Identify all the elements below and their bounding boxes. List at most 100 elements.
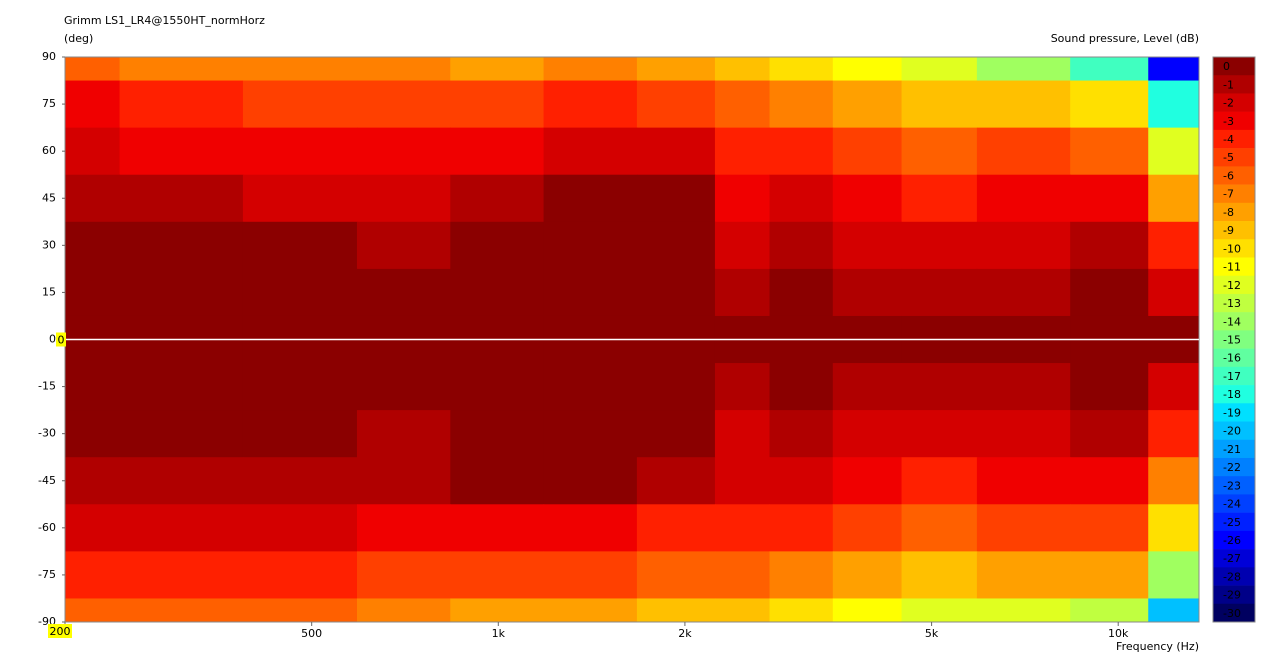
contour-cell <box>976 551 1071 599</box>
contour-cell <box>1148 80 1200 129</box>
contour-cell <box>714 268 771 317</box>
y-tick-label: -45 <box>38 474 56 487</box>
colorbar-label: -20 <box>1223 425 1241 438</box>
contour-cell <box>976 127 1071 176</box>
contour-cell <box>356 221 451 270</box>
colorbar-swatch <box>1213 57 1255 76</box>
colorbar-swatch <box>1213 312 1255 331</box>
contour-cell <box>356 551 451 599</box>
x-tick-label: 5k <box>925 627 939 640</box>
contour-cell <box>450 80 545 129</box>
contour-cell <box>769 57 834 82</box>
contour-cell <box>1070 457 1149 505</box>
contour-cell <box>976 410 1071 458</box>
contour-cell <box>769 504 834 552</box>
colorbar-swatch <box>1213 439 1255 459</box>
contour-cell <box>119 598 244 623</box>
contour-cell <box>65 127 121 176</box>
y-cursor-label: 0 <box>58 334 65 347</box>
contour-cell <box>636 410 716 458</box>
contour-cell <box>450 57 545 82</box>
contour-cell <box>1070 174 1149 223</box>
contour-cell <box>769 127 834 176</box>
contour-cell <box>543 410 638 458</box>
colorbar-swatch <box>1213 348 1255 368</box>
colorbar-label: -9 <box>1223 224 1234 237</box>
contour-cell <box>450 410 545 458</box>
contour-cell <box>636 221 716 270</box>
contour-cell <box>356 57 451 82</box>
contour-cell <box>1148 457 1200 505</box>
contour-cell <box>976 457 1071 505</box>
contour-cell <box>242 504 358 552</box>
contour-cell <box>1148 363 1200 411</box>
x-tick-label: 10k <box>1108 627 1129 640</box>
colorbar-label: -7 <box>1223 188 1234 201</box>
contour-cell <box>714 363 771 411</box>
colorbar-label: -12 <box>1223 279 1241 292</box>
contour-cell <box>976 80 1071 129</box>
contour-cell <box>901 268 978 317</box>
contour-cell <box>65 457 121 505</box>
contour-cell <box>450 457 545 505</box>
colorbar-label: -10 <box>1223 242 1241 255</box>
colorbar-label: -6 <box>1223 169 1234 182</box>
colorbar-swatch <box>1213 567 1255 586</box>
x-cursor-box <box>48 624 72 638</box>
contour-cell <box>714 551 771 599</box>
contour-cell <box>1148 410 1200 458</box>
colorbar-label: -11 <box>1223 261 1241 274</box>
colorbar-swatch <box>1213 585 1255 605</box>
contour-cell <box>976 57 1071 82</box>
contour-cell <box>636 504 716 552</box>
colorbar-swatch <box>1213 221 1255 240</box>
colorbar-swatch <box>1213 330 1255 349</box>
contour-cell <box>832 598 903 623</box>
colorbar-swatch <box>1213 257 1255 277</box>
contour-cell <box>356 457 451 505</box>
contour-cell <box>543 363 638 411</box>
colorbar-label: -28 <box>1223 570 1241 583</box>
contour-cell <box>769 410 834 458</box>
contour-cell <box>636 598 716 623</box>
contour-cell <box>976 363 1071 411</box>
contour-cell <box>543 457 638 505</box>
contour-cell <box>901 221 978 270</box>
colorbar-swatch <box>1213 184 1255 204</box>
contour-cell <box>976 268 1071 317</box>
contour-cell <box>119 57 244 82</box>
colorbar-swatch <box>1213 239 1255 258</box>
colorbar-label: -19 <box>1223 406 1241 419</box>
colorbar-label: -16 <box>1223 352 1241 365</box>
contour-cell <box>1070 551 1149 599</box>
x-tick-label: 2k <box>678 627 692 640</box>
contour-cell <box>769 268 834 317</box>
x-tick-label: 500 <box>301 627 322 640</box>
contour-cell <box>901 457 978 505</box>
contour-cell <box>714 80 771 129</box>
contour-cell <box>450 504 545 552</box>
contour-cell <box>242 174 358 223</box>
contour-cell <box>1070 80 1149 129</box>
contour-cell <box>769 457 834 505</box>
contour-cell <box>242 80 358 129</box>
colorbar-label: -3 <box>1223 115 1234 128</box>
contour-cell <box>1148 551 1200 599</box>
contour-cell <box>356 80 451 129</box>
y-tick-label: 60 <box>42 144 56 157</box>
colorbar-swatch <box>1213 148 1255 167</box>
contour-cell <box>543 174 638 223</box>
colorbar-label: -17 <box>1223 370 1241 383</box>
colorbar-label: -1 <box>1223 78 1234 91</box>
contour-cell <box>242 221 358 270</box>
contour-cell <box>65 410 121 458</box>
colorbar-swatch <box>1213 494 1255 513</box>
contour-cell <box>901 363 978 411</box>
contour-cell <box>65 268 121 317</box>
contour-cell <box>65 57 121 82</box>
contour-cell <box>356 363 451 411</box>
contour-cell <box>242 410 358 458</box>
colorbar-label: 0 <box>1223 60 1230 73</box>
contour-cell <box>119 127 244 176</box>
colorbar-swatch <box>1213 93 1255 112</box>
